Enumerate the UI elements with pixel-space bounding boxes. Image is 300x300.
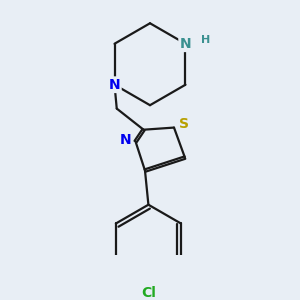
Text: H: H: [200, 35, 210, 45]
Text: S: S: [179, 117, 189, 131]
Text: Cl: Cl: [141, 286, 156, 300]
Text: N: N: [119, 133, 131, 147]
Text: N: N: [180, 37, 191, 51]
Text: N: N: [109, 78, 120, 92]
